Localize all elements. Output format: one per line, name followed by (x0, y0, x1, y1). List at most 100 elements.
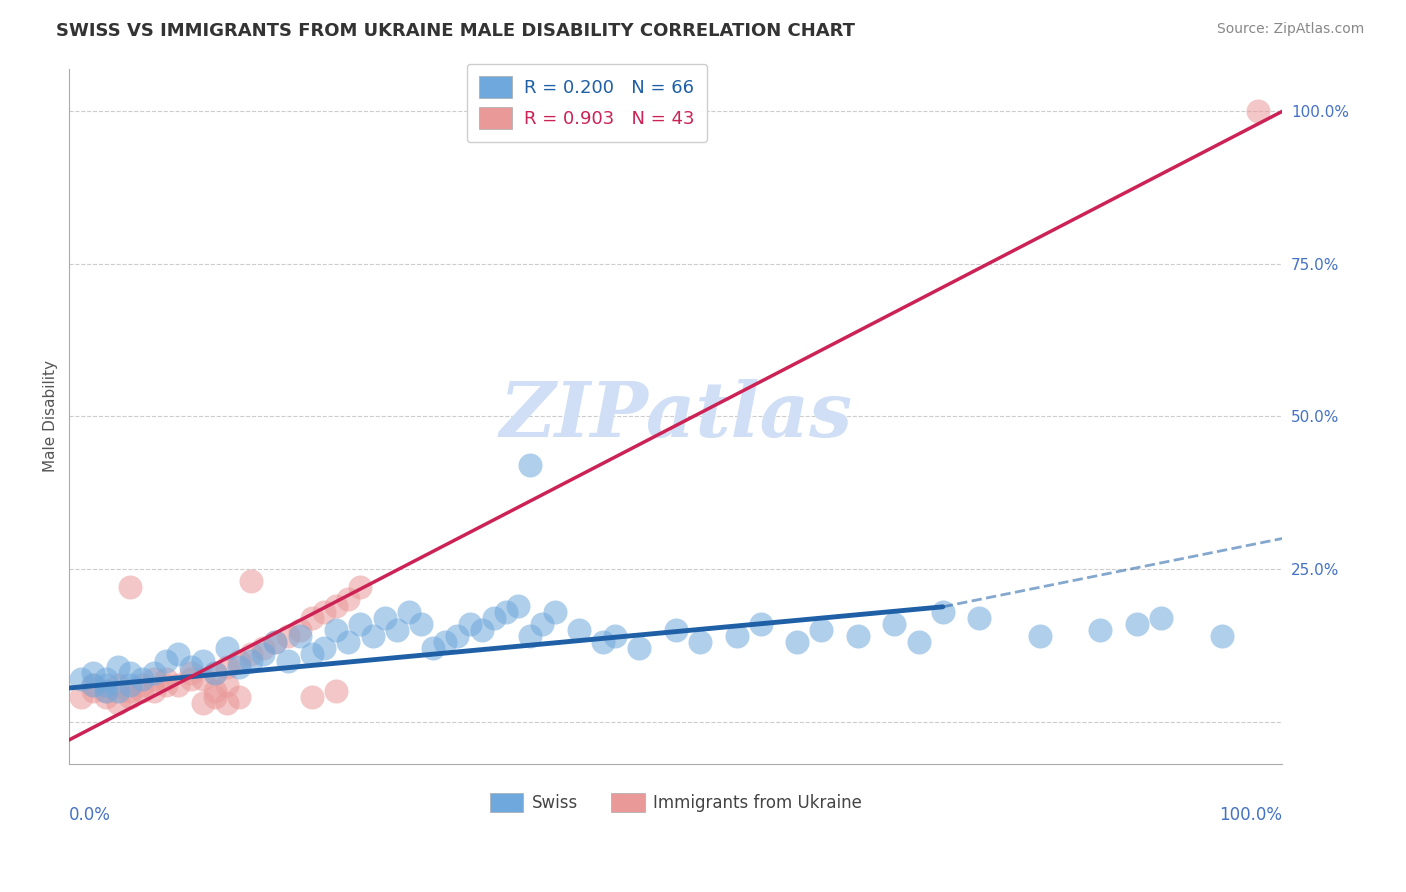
Point (434, 635, 457, 649)
Point (94, 684, 117, 698)
Point (349, 580, 371, 594)
Point (264, 635, 287, 649)
Point (264, 635, 287, 649)
Legend: Swiss, Immigrants from Ukraine: Swiss, Immigrants from Ukraine (484, 786, 869, 819)
Point (252, 641, 274, 656)
Point (82, 665, 104, 680)
Point (1029, 629, 1052, 643)
Point (628, 641, 651, 656)
Point (519, 629, 541, 643)
Point (1247, 104, 1270, 119)
Point (446, 629, 468, 643)
Point (519, 458, 541, 473)
Point (155, 653, 177, 667)
Text: SWISS VS IMMIGRANTS FROM UKRAINE MALE DISABILITY CORRELATION CHART: SWISS VS IMMIGRANTS FROM UKRAINE MALE DI… (56, 22, 855, 40)
Text: Source: ZipAtlas.com: Source: ZipAtlas.com (1216, 22, 1364, 37)
Point (180, 659, 202, 673)
Point (215, 678, 238, 692)
Point (1090, 623, 1112, 637)
Point (277, 653, 299, 667)
Point (786, 635, 808, 649)
Point (288, 629, 311, 643)
Point (883, 616, 905, 631)
Point (155, 678, 177, 692)
Point (531, 616, 554, 631)
Point (191, 696, 214, 710)
Text: ZIPatlas: ZIPatlas (499, 379, 852, 453)
Point (107, 696, 129, 710)
Point (846, 629, 869, 643)
Point (967, 611, 990, 625)
Point (288, 623, 311, 637)
Point (349, 616, 371, 631)
Point (131, 684, 153, 698)
Point (932, 605, 955, 619)
Point (301, 611, 323, 625)
Point (107, 684, 129, 698)
Point (191, 653, 214, 667)
Point (325, 623, 347, 637)
Point (568, 623, 591, 637)
Point (118, 678, 141, 692)
Point (689, 635, 711, 649)
Point (191, 672, 214, 686)
Text: 0.0%: 0.0% (69, 806, 111, 824)
Point (118, 665, 141, 680)
Point (495, 605, 517, 619)
Point (312, 605, 335, 619)
Point (749, 616, 772, 631)
Point (204, 665, 226, 680)
Point (228, 690, 250, 705)
Point (70, 690, 93, 705)
Point (325, 684, 347, 698)
Point (592, 635, 614, 649)
Point (301, 648, 323, 662)
Point (374, 611, 396, 625)
Point (301, 690, 323, 705)
Point (94, 678, 117, 692)
Point (107, 659, 129, 673)
Point (665, 623, 688, 637)
Point (215, 659, 238, 673)
Point (422, 641, 444, 656)
Point (312, 641, 335, 656)
Point (204, 665, 226, 680)
Point (94, 684, 117, 698)
Point (471, 623, 494, 637)
Point (167, 678, 190, 692)
Point (143, 665, 166, 680)
Point (409, 616, 432, 631)
Point (240, 648, 263, 662)
Point (228, 659, 250, 673)
Point (810, 623, 832, 637)
Point (180, 665, 202, 680)
Point (398, 605, 420, 619)
Point (82, 684, 104, 698)
Point (361, 629, 384, 643)
Point (204, 690, 226, 705)
Point (907, 635, 929, 649)
Point (118, 684, 141, 698)
Y-axis label: Male Disability: Male Disability (44, 360, 58, 473)
Point (215, 641, 238, 656)
Point (240, 653, 263, 667)
Point (337, 592, 360, 607)
Point (337, 635, 360, 649)
Point (1211, 629, 1233, 643)
Point (385, 623, 408, 637)
Point (1150, 611, 1173, 625)
Point (94, 672, 117, 686)
Point (118, 690, 141, 705)
Point (180, 672, 202, 686)
Point (252, 648, 274, 662)
Point (107, 678, 129, 692)
Point (167, 648, 190, 662)
Point (82, 678, 104, 692)
Point (240, 574, 263, 589)
Point (118, 580, 141, 594)
Point (70, 672, 93, 686)
Point (131, 672, 153, 686)
Point (543, 605, 565, 619)
Point (725, 629, 748, 643)
Point (325, 599, 347, 613)
